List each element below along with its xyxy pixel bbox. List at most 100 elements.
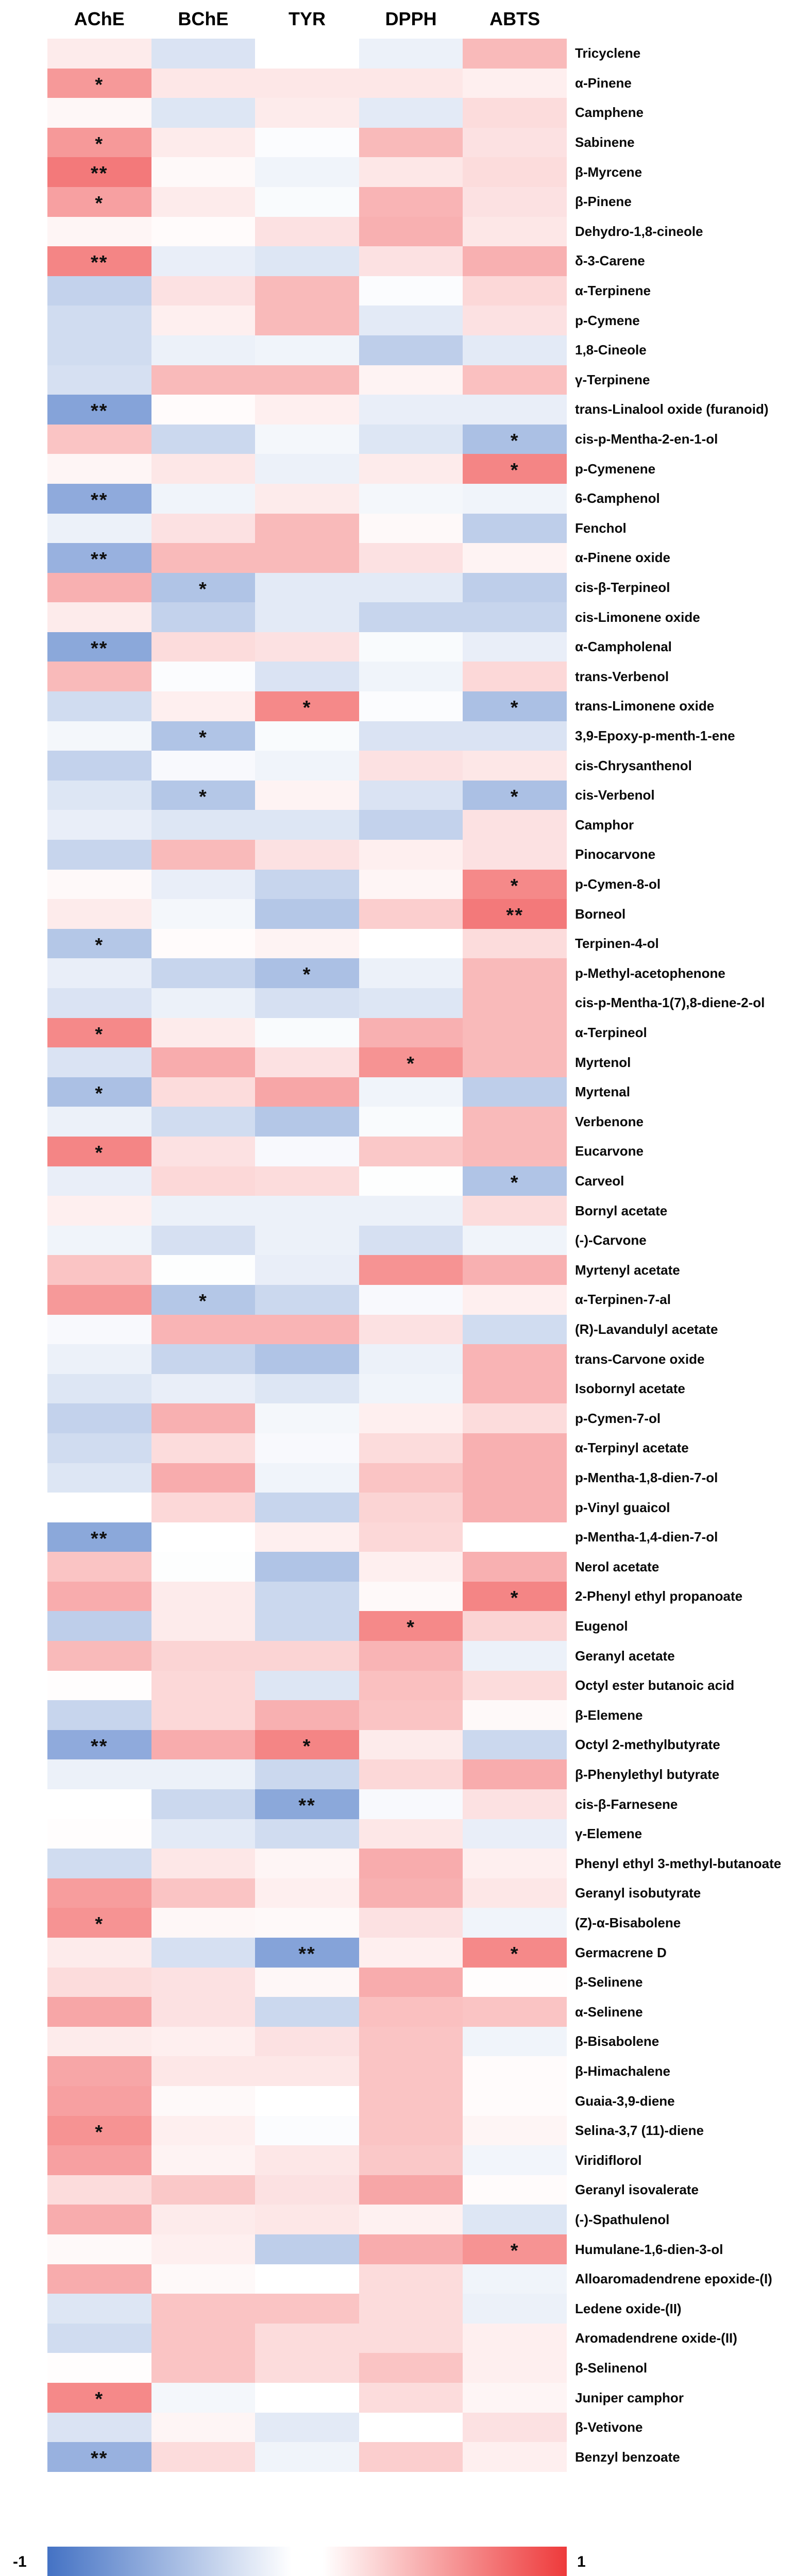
heatmap-cell: *: [359, 1047, 463, 1077]
heatmap-cell: [255, 1344, 359, 1374]
heatmap-cell: [359, 2412, 463, 2443]
heatmap-cell: *: [463, 780, 567, 810]
significance-marker: *: [510, 875, 519, 897]
heatmap-cell: [463, 1759, 567, 1790]
heatmap-cell: *: [47, 928, 151, 959]
heatmap-cell: [463, 2264, 567, 2294]
heatmap-cell: [359, 1107, 463, 1137]
row-label: α-Pinene: [575, 75, 632, 91]
significance-marker: *: [510, 1943, 519, 1965]
heatmap-cell: [47, 840, 151, 870]
heatmap-cell: [47, 1255, 151, 1285]
heatmap-cell: **: [47, 543, 151, 573]
heatmap-cell: **: [47, 246, 151, 276]
row-label: Pinocarvone: [575, 846, 656, 862]
row-label: α-Selinene: [575, 2004, 643, 2020]
heatmap-cell: [463, 2145, 567, 2175]
heatmap-cell: **: [47, 1522, 151, 1552]
row-label: Selina-3,7 (11)-diene: [575, 2123, 704, 2139]
heatmap-cell: [47, 1493, 151, 1522]
heatmap-cell: [463, 1552, 567, 1582]
heatmap-cell: [255, 276, 359, 306]
heatmap-cell: [359, 1581, 463, 1612]
heatmap-cell: *: [463, 424, 567, 454]
heatmap-cell: [151, 2234, 256, 2264]
heatmap-cell: [463, 98, 567, 128]
significance-marker: **: [506, 905, 523, 927]
colorbar-max-label: 1: [577, 2553, 586, 2570]
significance-marker: **: [91, 549, 108, 571]
heatmap-cell: [463, 1344, 567, 1374]
significance-marker: *: [95, 74, 104, 96]
heatmap-cell: [151, 483, 256, 514]
heatmap-cell: [151, 2086, 256, 2116]
heatmap-cell: [255, 1196, 359, 1226]
heatmap-cell: [255, 1077, 359, 1107]
row-label: Viridiflorol: [575, 2152, 642, 2168]
heatmap-cell: [463, 127, 567, 158]
heatmap-cell: [359, 187, 463, 217]
heatmap-cell: [151, 899, 256, 929]
heatmap-cell: [255, 2234, 359, 2264]
heatmap-cell: [255, 1374, 359, 1404]
heatmap-cell: [255, 2323, 359, 2353]
heatmap-cell: [151, 958, 256, 988]
heatmap-cell: [47, 2294, 151, 2324]
heatmap-cell: *: [151, 572, 256, 603]
significance-marker: **: [298, 1795, 316, 1817]
heatmap-cell: *: [359, 1611, 463, 1641]
heatmap-cell: [255, 335, 359, 365]
heatmap-cell: [463, 1849, 567, 1878]
heatmap-cell: [463, 1433, 567, 1463]
heatmap-cell: [151, 1849, 256, 1878]
heatmap-cell: [47, 1284, 151, 1315]
heatmap-cell: [255, 2026, 359, 2057]
heatmap-cell: *: [463, 1938, 567, 1968]
heatmap-cell: [359, 2442, 463, 2472]
row-label: 3,9-Epoxy-p-menth-1-ene: [575, 728, 735, 744]
row-label: β-Himachalene: [575, 2063, 670, 2079]
heatmap-cell: [255, 424, 359, 454]
heatmap-cell: [463, 2294, 567, 2324]
heatmap-cell: [255, 2175, 359, 2205]
heatmap-cell: [151, 2442, 256, 2472]
row-label: Ledene oxide-(II): [575, 2300, 682, 2316]
heatmap-cell: [47, 2353, 151, 2383]
heatmap-cell: [463, 840, 567, 870]
heatmap-cell: [255, 1255, 359, 1285]
significance-marker: *: [95, 1913, 104, 1936]
heatmap-cell: *: [47, 2115, 151, 2146]
heatmap-cell: [255, 246, 359, 276]
heatmap-cell: [151, 751, 256, 781]
heatmap-cell: [47, 810, 151, 840]
heatmap-cell: [47, 2086, 151, 2116]
heatmap-cell: [359, 632, 463, 662]
significance-marker: **: [91, 252, 108, 274]
heatmap-cell: [151, 1107, 256, 1137]
significance-marker: **: [91, 163, 108, 185]
heatmap-cell: [151, 1908, 256, 1938]
row-label: Octyl 2-methylbutyrate: [575, 1737, 720, 1753]
heatmap-cell: [463, 1493, 567, 1522]
heatmap-cell: [463, 1107, 567, 1137]
row-label: cis-p-Mentha-2-en-1-ol: [575, 431, 718, 447]
heatmap-cell: [255, 2442, 359, 2472]
heatmap-cell: [47, 2175, 151, 2205]
heatmap-cell: [151, 1730, 256, 1760]
heatmap-cell: [359, 1463, 463, 1493]
row-label: p-Mentha-1,4-dien-7-ol: [575, 1529, 718, 1545]
row-label: β-Myrcene: [575, 164, 642, 180]
heatmap-cell: [463, 2442, 567, 2472]
significance-marker: **: [91, 1735, 108, 1757]
significance-marker: **: [91, 489, 108, 511]
row-label: α-Terpinen-7-al: [575, 1292, 671, 1308]
heatmap-cell: [255, 1166, 359, 1196]
heatmap-cell: [47, 1047, 151, 1077]
heatmap-cell: [151, 68, 256, 98]
row-label: p-Cymene: [575, 312, 640, 328]
heatmap-cell: [359, 721, 463, 751]
heatmap-cell: [359, 1077, 463, 1107]
significance-marker: *: [198, 726, 208, 749]
significance-marker: **: [298, 1943, 316, 1965]
heatmap-cell: [255, 306, 359, 335]
